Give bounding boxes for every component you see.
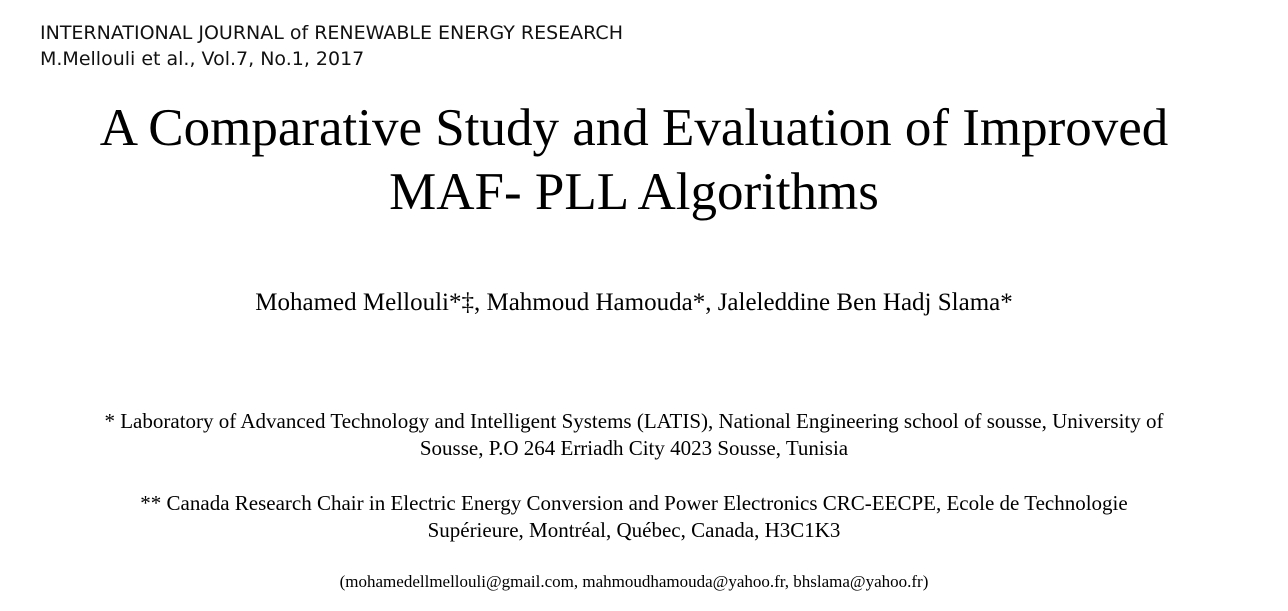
affiliation-line: ** Canada Research Chair in Electric Ene… [140,491,1128,515]
paper-title: A Comparative Study and Evaluation of Im… [0,96,1268,224]
affiliation-latis: * Laboratory of Advanced Technology and … [20,408,1248,462]
author-emails: (mohamedellmellouli@gmail.com, mahmoudha… [339,572,929,591]
affiliation-line: Supérieure, Montréal, Québec, Canada, H3… [427,518,841,542]
journal-name: INTERNATIONAL JOURNAL of RENEWABLE ENERG… [40,22,623,44]
journal-header: INTERNATIONAL JOURNAL of RENEWABLE ENERG… [40,20,623,72]
paper-title-line-2: MAF- PLL Algorithms [389,163,879,221]
affiliation-line: Sousse, P.O 264 Erriadh City 4023 Sousse… [419,436,849,460]
affiliation-crc-eecpe: ** Canada Research Chair in Electric Ene… [20,490,1248,544]
affiliation-line: * Laboratory of Advanced Technology and … [104,409,1164,433]
paper-title-line-1: A Comparative Study and Evaluation of Im… [99,99,1169,157]
author-list: Mohamed Mellouli*‡, Mahmoud Hamouda*, Ja… [255,289,1013,316]
journal-citation: M.Mellouli et al., Vol.7, No.1, 2017 [40,48,365,70]
